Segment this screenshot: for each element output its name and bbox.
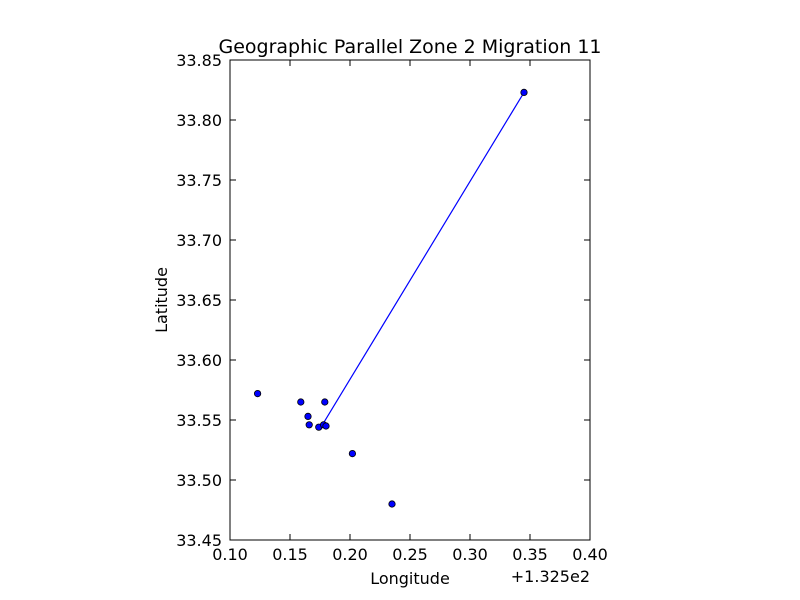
data-point	[305, 421, 313, 429]
x-tick-label: 0.35	[512, 545, 548, 564]
y-tick-label: 33.55	[176, 411, 222, 430]
data-point	[254, 389, 262, 398]
y-axis-label: Latitude	[152, 267, 171, 333]
data-point	[322, 422, 330, 430]
y-tick-label: 33.50	[176, 471, 222, 490]
chart-title: Geographic Parallel Zone 2 Migration 11	[218, 36, 601, 58]
x-axis-label: Longitude	[370, 569, 450, 588]
data-point	[388, 500, 396, 508]
x-tick-label: 0.30	[452, 545, 488, 564]
plot-frame	[229, 59, 591, 541]
series-line	[321, 92, 525, 426]
x-tick-label: 0.20	[332, 545, 368, 564]
data-point	[520, 88, 528, 97]
data-point	[297, 398, 305, 406]
x-tick-label: 0.10	[212, 545, 248, 564]
data-point	[304, 412, 312, 420]
y-tick-label: 33.65	[176, 291, 222, 310]
data-point	[321, 398, 329, 406]
x-tick-label: 0.40	[572, 545, 608, 564]
x-tick-label: 0.15	[272, 545, 308, 564]
x-tick-label: 0.25	[392, 545, 428, 564]
y-tick-label: 33.85	[176, 51, 222, 70]
y-tick-label: 33.45	[176, 531, 222, 550]
y-tick-label: 33.80	[176, 111, 222, 130]
y-tick-label: 33.70	[176, 231, 222, 250]
y-tick-label: 33.75	[176, 171, 222, 190]
y-tick-label: 33.60	[176, 351, 222, 370]
data-point	[348, 449, 356, 458]
x-offset-label: +1.325e2	[511, 567, 590, 586]
